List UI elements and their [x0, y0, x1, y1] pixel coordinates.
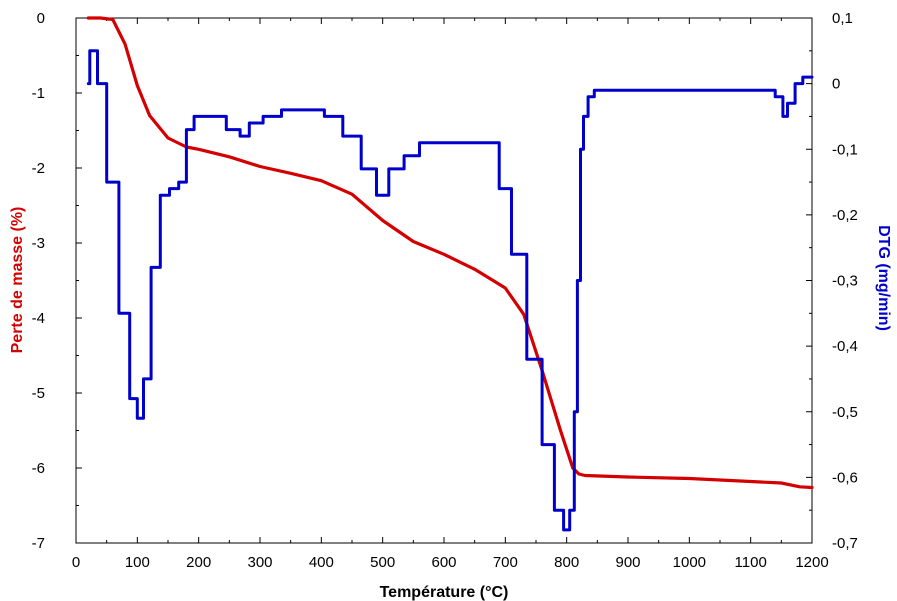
- x-tick-label: 500: [370, 554, 395, 571]
- left-y-axis-title: Perte de masse (%): [9, 207, 26, 354]
- left-y-tick-label: -5: [32, 385, 45, 402]
- x-tick-label: 200: [186, 554, 211, 571]
- dtg-series-line: [86, 49, 814, 532]
- right-y-tick-label: -0,1: [832, 141, 858, 158]
- left-y-tick-label: -7: [32, 535, 45, 552]
- series-layer: [86, 16, 814, 532]
- right-y-tick-label: -0,5: [832, 404, 858, 421]
- left-y-tick-label: -2: [32, 160, 45, 177]
- x-axis: 0 100 200 300 400 500 600 700 800 900 1000 1100 1200: [72, 18, 829, 571]
- left-y-tick-label: -6: [32, 460, 45, 477]
- mass-loss-series-line: [86, 16, 814, 490]
- right-y-tick-label: -0,3: [832, 273, 858, 290]
- x-tick-label: 1100: [735, 554, 767, 571]
- plot-border: [75, 17, 813, 544]
- right-y-axis-title: DTG (mg/min): [875, 225, 892, 331]
- left-y-axis: 0 -1 -2 -3 -4 -5 -6 -7: [32, 10, 82, 552]
- right-y-tick-label: -0,7: [832, 535, 858, 552]
- x-tick-label: 1000: [673, 554, 706, 571]
- x-tick-label: 800: [554, 554, 579, 571]
- left-y-tick-label: -1: [32, 85, 45, 102]
- x-tick-label: 0: [72, 554, 80, 571]
- x-tick-label: 300: [247, 554, 272, 571]
- right-y-tick-label: -0,4: [832, 338, 858, 355]
- right-y-tick-label: 0,1: [832, 10, 853, 27]
- x-tick-label: 400: [309, 554, 334, 571]
- right-y-tick-label: 0: [832, 76, 840, 93]
- x-tick-label: 100: [125, 554, 150, 571]
- right-y-tick-label: -0,2: [832, 207, 858, 224]
- right-y-axis: 0,1 0 -0,1 -0,2 -0,3 -0,4 -0,5 -0,6 -0,7: [806, 10, 858, 552]
- x-tick-label: 900: [615, 554, 640, 571]
- x-axis-title: Température (°C): [380, 584, 509, 601]
- plot-frame: [75, 17, 813, 544]
- x-tick-label: 600: [431, 554, 456, 571]
- left-y-tick-label: -4: [32, 310, 45, 327]
- left-y-tick-label: 0: [37, 10, 45, 27]
- x-tick-label: 1200: [795, 554, 828, 571]
- right-y-tick-label: -0,6: [832, 469, 858, 486]
- x-tick-label: 700: [493, 554, 518, 571]
- left-y-tick-label: -3: [32, 235, 45, 252]
